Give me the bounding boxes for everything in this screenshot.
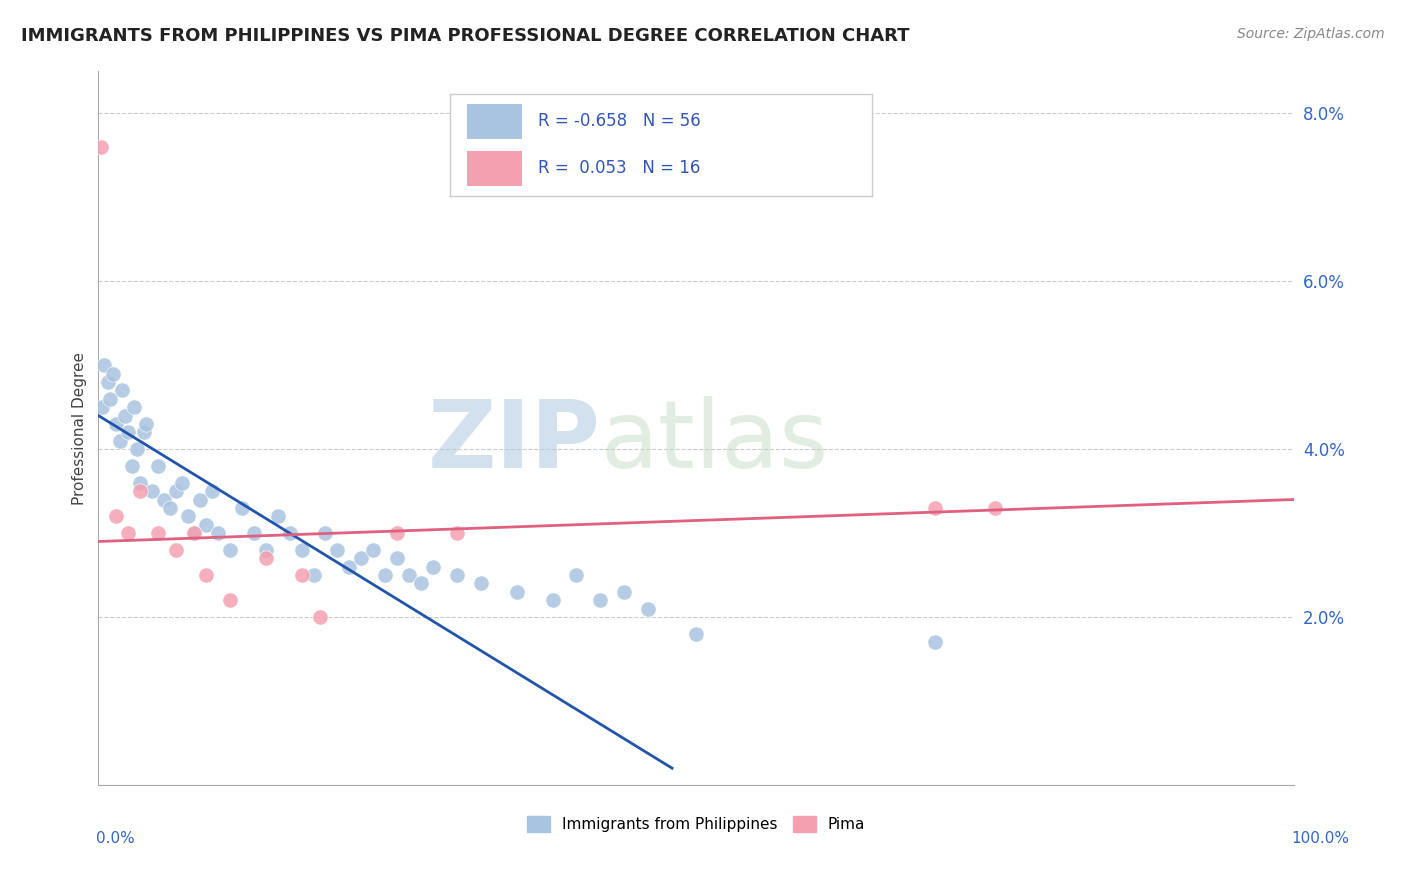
Point — [339, 559, 361, 574]
Point — [385, 526, 409, 541]
Point — [685, 627, 707, 641]
Point — [117, 425, 139, 440]
Point — [201, 484, 224, 499]
Point — [385, 551, 409, 566]
Point — [183, 526, 205, 541]
Point — [291, 542, 314, 557]
Point — [124, 400, 146, 414]
Point — [195, 568, 218, 582]
Point — [153, 492, 176, 507]
Point — [411, 576, 433, 591]
Point — [302, 568, 325, 582]
Point — [398, 568, 420, 582]
Text: R = -0.658   N = 56: R = -0.658 N = 56 — [538, 112, 702, 130]
Text: Source: ZipAtlas.com: Source: ZipAtlas.com — [1237, 27, 1385, 41]
FancyBboxPatch shape — [467, 104, 522, 139]
Point — [637, 601, 659, 615]
Point — [129, 484, 152, 499]
Text: atlas: atlas — [600, 396, 828, 489]
Point — [374, 568, 396, 582]
Point — [278, 526, 301, 541]
Point — [188, 492, 211, 507]
Point — [148, 458, 170, 473]
Point — [308, 610, 330, 624]
Point — [165, 542, 187, 557]
Point — [91, 400, 114, 414]
Point — [97, 375, 120, 389]
Point — [254, 542, 277, 557]
Point — [243, 526, 266, 541]
Point — [195, 517, 218, 532]
Point — [135, 417, 157, 431]
Point — [924, 635, 946, 649]
Point — [446, 526, 468, 541]
Point — [291, 568, 314, 582]
Point — [105, 417, 128, 431]
Point — [98, 392, 122, 406]
Point — [565, 568, 588, 582]
Point — [267, 509, 290, 524]
Point — [613, 585, 636, 599]
Point — [101, 367, 124, 381]
Text: 100.0%: 100.0% — [1292, 831, 1350, 846]
Text: 0.0%: 0.0% — [96, 831, 135, 846]
Point — [219, 593, 242, 607]
Point — [105, 509, 128, 524]
FancyBboxPatch shape — [467, 151, 522, 186]
Point — [231, 500, 253, 515]
Point — [984, 500, 1007, 515]
Point — [422, 559, 444, 574]
Point — [315, 526, 337, 541]
Point — [207, 526, 229, 541]
Point — [219, 542, 242, 557]
Point — [129, 475, 152, 490]
Point — [924, 500, 946, 515]
Point — [172, 475, 194, 490]
Point — [541, 593, 564, 607]
Point — [159, 500, 181, 515]
Legend: Immigrants from Philippines, Pima: Immigrants from Philippines, Pima — [520, 810, 872, 838]
Point — [108, 434, 131, 448]
Point — [111, 384, 134, 398]
Text: R =  0.053   N = 16: R = 0.053 N = 16 — [538, 159, 700, 177]
Point — [114, 409, 136, 423]
Point — [506, 585, 529, 599]
Text: IMMIGRANTS FROM PHILIPPINES VS PIMA PROFESSIONAL DEGREE CORRELATION CHART: IMMIGRANTS FROM PHILIPPINES VS PIMA PROF… — [21, 27, 910, 45]
Point — [177, 509, 200, 524]
Point — [183, 526, 205, 541]
Y-axis label: Professional Degree: Professional Degree — [72, 351, 87, 505]
Point — [125, 442, 148, 457]
Point — [141, 484, 163, 499]
Point — [589, 593, 612, 607]
Point — [117, 526, 139, 541]
Point — [363, 542, 385, 557]
Point — [132, 425, 155, 440]
Point — [165, 484, 187, 499]
Point — [350, 551, 373, 566]
Point — [148, 526, 170, 541]
Text: ZIP: ZIP — [427, 396, 600, 489]
Point — [254, 551, 277, 566]
Point — [326, 542, 349, 557]
Point — [90, 140, 112, 154]
Point — [470, 576, 492, 591]
Point — [446, 568, 468, 582]
Point — [93, 358, 115, 372]
Point — [121, 458, 143, 473]
